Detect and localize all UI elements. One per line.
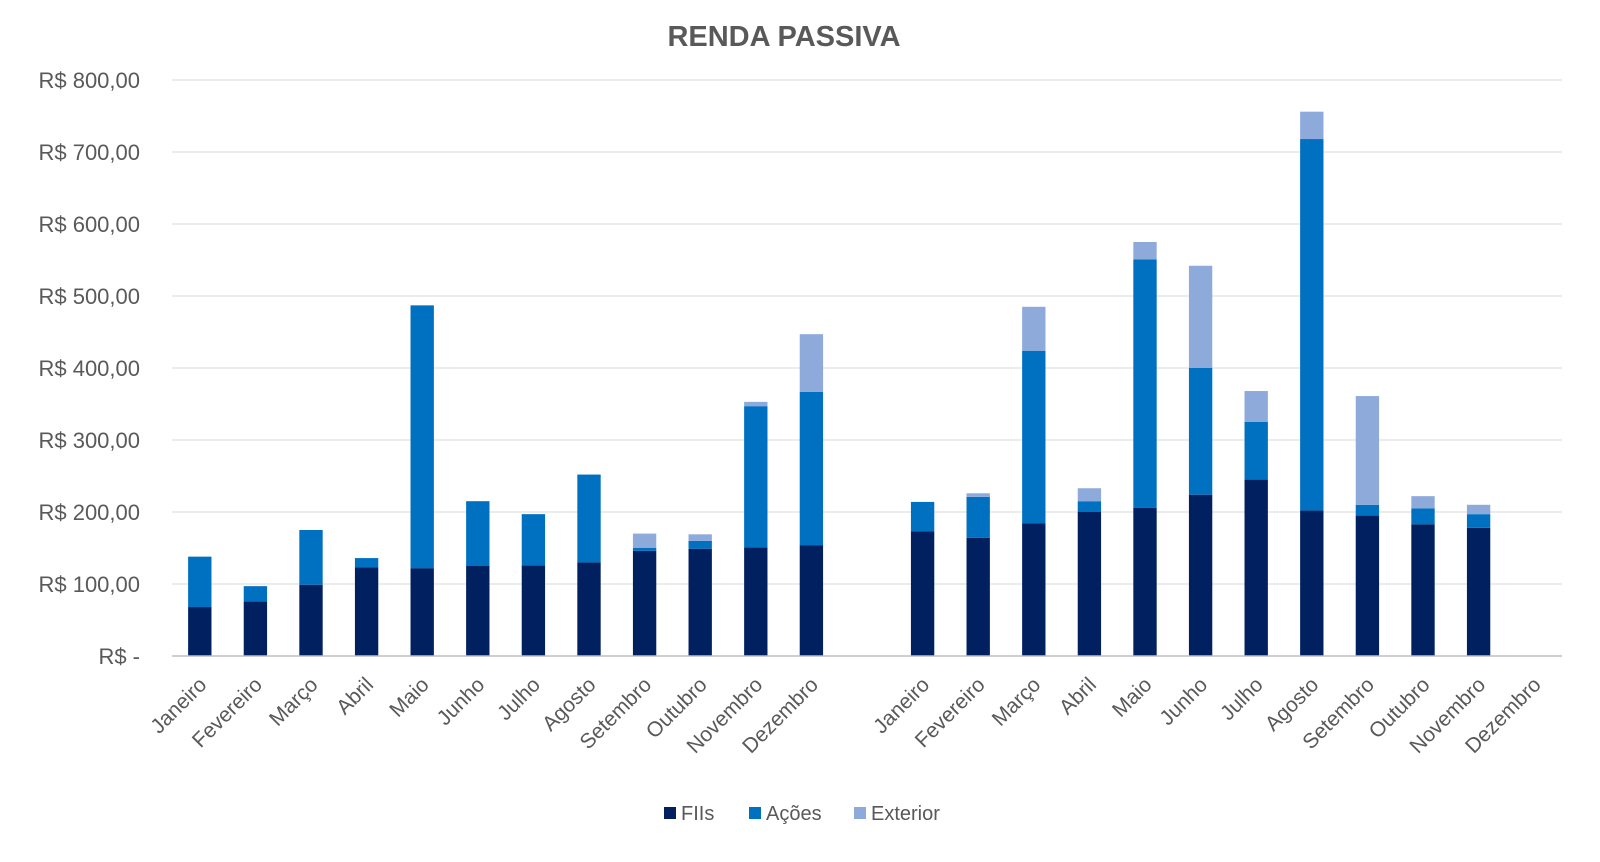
bar-exterior-abril-2 (1077, 488, 1102, 502)
bar-acoes-abril-1 (354, 558, 379, 568)
bar-fiis-marco-2 (1022, 523, 1046, 656)
bar-exterior-fevereiro-2 (966, 493, 990, 497)
bar-acoes-outubro-2 (1411, 508, 1435, 525)
bar-acoes-marco-2 (1022, 350, 1046, 524)
bar-acoes-agosto-2 (1300, 139, 1324, 511)
bar-exterior-julho-2 (1244, 391, 1268, 422)
bar-fiis-outubro-1 (688, 548, 712, 656)
bar-acoes-outubro-1 (688, 540, 712, 549)
bar-acoes-novembro-1 (744, 406, 768, 548)
legend-label: FIIs (681, 803, 714, 825)
bar-acoes-maio-2 (1133, 259, 1157, 508)
y-tick-label: R$ - (98, 644, 140, 669)
y-tick-label: R$ 300,00 (38, 428, 140, 453)
bar-acoes-julho-1 (521, 514, 546, 566)
bar-acoes-junho-2 (1188, 368, 1213, 495)
bar-exterior-dezembro-1 (799, 334, 824, 392)
bar-fiis-maio-1 (410, 568, 434, 656)
bar-fiis-fevereiro-1 (243, 601, 268, 656)
bar-fiis-setembro-1 (632, 550, 657, 656)
y-tick-label: R$ 600,00 (38, 212, 140, 237)
bar-fiis-outubro-2 (1411, 524, 1435, 656)
chart-title: RENDA PASSIVA (667, 21, 900, 53)
y-axis-ticks: R$ - R$ 100,00 R$ 200,00 R$ 300,00 R$ 400,00… (38, 68, 140, 669)
y-tick-label: R$ 500,00 (38, 284, 140, 309)
x-tick-label: Maio (1108, 673, 1156, 721)
bar-fiis-maio-2 (1133, 507, 1157, 656)
bar-fiis-abril-2 (1077, 512, 1102, 656)
bar-acoes-fevereiro-2 (966, 496, 990, 538)
bar-acoes-agosto-1 (577, 474, 601, 563)
y-tick-label: R$ 100,00 (38, 572, 140, 597)
y-tick-label: R$ 700,00 (38, 140, 140, 165)
bar-fiis-agosto-2 (1300, 510, 1324, 656)
bar-acoes-dezembro-1 (799, 391, 824, 546)
bar-acoes-marco-1 (299, 530, 323, 585)
y-tick-label: R$ 800,00 (38, 68, 140, 93)
x-tick-label: Abril (332, 673, 378, 719)
bar-fiis-junho-1 (466, 566, 490, 656)
bar-fiis-novembro-2 (1466, 527, 1491, 656)
bar-fiis-junho-2 (1188, 494, 1213, 656)
bar-acoes-julho-2 (1244, 422, 1268, 480)
legend-label: Ações (766, 803, 822, 825)
bar-fiis-abril-1 (354, 567, 379, 656)
bar-fiis-novembro-1 (744, 547, 768, 656)
legend-swatch-0 (664, 807, 676, 819)
bar-exterior-maio-2 (1133, 242, 1157, 260)
bar-acoes-abril-2 (1077, 501, 1102, 512)
bar-exterior-novembro-1 (744, 401, 768, 407)
x-tick-label: Junho (433, 673, 490, 730)
bar-exterior-junho-2 (1188, 265, 1213, 368)
bar-fiis-julho-1 (521, 565, 546, 656)
x-tick-label: Julho (1216, 673, 1268, 725)
bar-fiis-julho-2 (1244, 479, 1268, 656)
x-tick-label: Abril (1055, 673, 1101, 719)
x-tick-label: Junho (1155, 673, 1212, 730)
bar-exterior-outubro-2 (1411, 496, 1435, 509)
bar-fiis-dezembro-1 (799, 545, 824, 656)
gridlines (172, 79, 1562, 585)
legend-swatch-2 (854, 807, 866, 819)
bar-acoes-janeiro-1 (188, 556, 212, 608)
bar-fiis-fevereiro-2 (966, 537, 990, 656)
bar-exterior-marco-2 (1022, 306, 1046, 351)
legend-swatch-1 (749, 807, 761, 819)
bar-exterior-setembro-1 (632, 533, 657, 548)
bar-fiis-setembro-2 (1355, 515, 1380, 656)
y-tick-label: R$ 200,00 (38, 500, 140, 525)
bar-acoes-setembro-1 (632, 548, 657, 551)
bar-exterior-outubro-1 (688, 534, 712, 541)
bar-acoes-fevereiro-1 (243, 586, 268, 602)
x-tick-label: Março (988, 673, 1046, 731)
x-tick-label: Julho (493, 673, 545, 725)
bar-exterior-novembro-2 (1466, 504, 1491, 515)
x-tick-label: Março (265, 673, 323, 731)
bar-exterior-agosto-2 (1300, 111, 1324, 140)
bar-fiis-janeiro-1 (188, 607, 212, 656)
bar-fiis-agosto-1 (577, 562, 601, 656)
legend: FIIs Ações Exterior (664, 803, 940, 825)
bar-fiis-janeiro-2 (910, 531, 935, 656)
x-tick-label: Maio (385, 673, 433, 721)
bars (188, 111, 1491, 656)
bar-acoes-junho-1 (466, 501, 490, 566)
bar-acoes-novembro-2 (1466, 514, 1491, 528)
legend-label: Exterior (871, 803, 940, 825)
bar-acoes-setembro-2 (1355, 504, 1380, 516)
bar-acoes-maio-1 (410, 305, 434, 569)
bar-exterior-setembro-2 (1355, 396, 1380, 505)
y-tick-label: R$ 400,00 (38, 356, 140, 381)
bar-fiis-marco-1 (299, 584, 323, 656)
bar-acoes-janeiro-2 (910, 501, 935, 532)
